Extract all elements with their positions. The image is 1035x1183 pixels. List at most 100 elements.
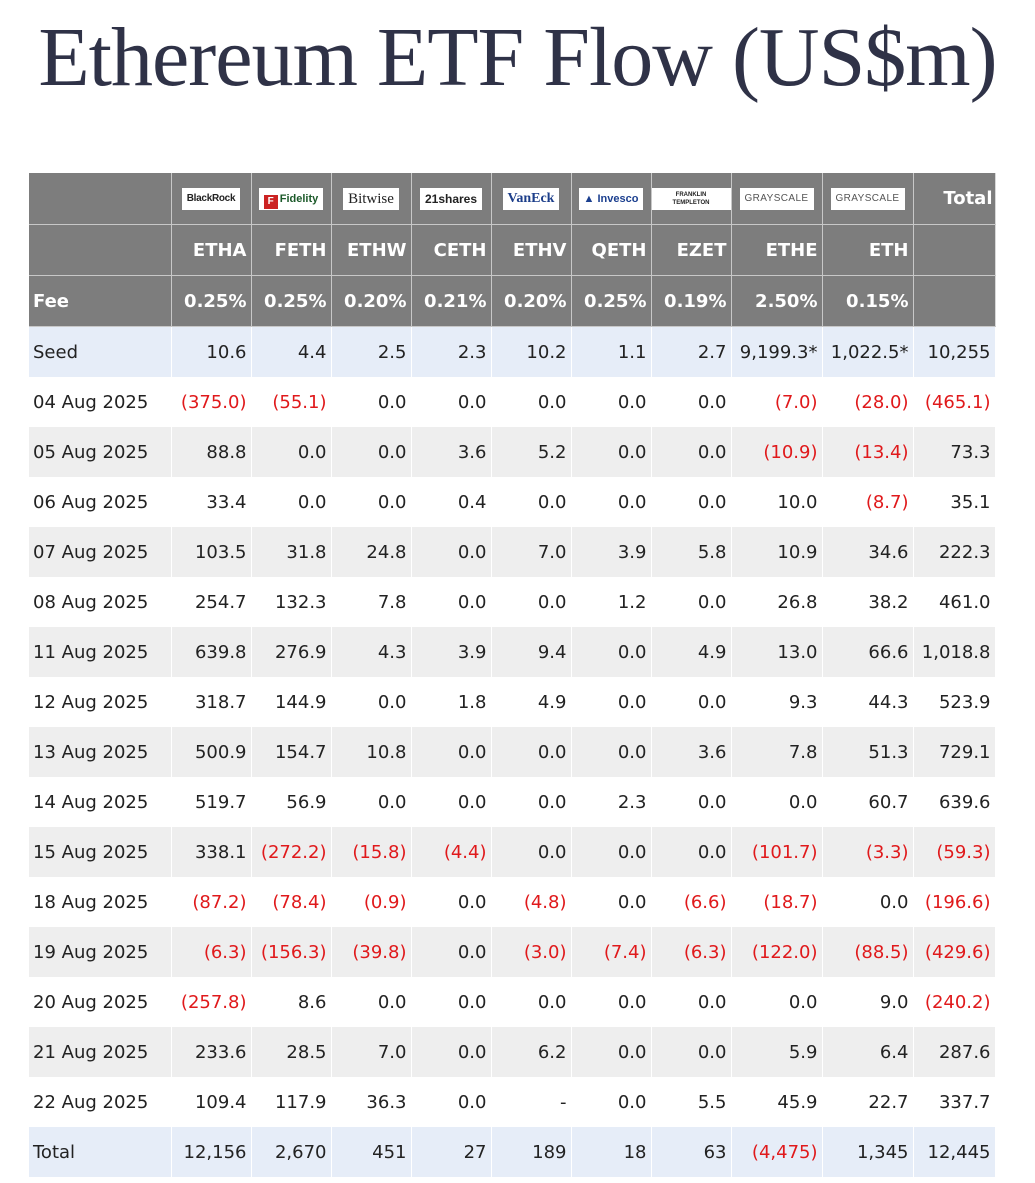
flow-cell: 1.1 <box>571 326 652 377</box>
ticker-cell: FETH <box>251 224 332 276</box>
flow-cell: 12,156 <box>171 1127 252 1177</box>
date-cell: Total <box>29 1127 172 1177</box>
flow-cell: (28.0) <box>822 377 914 427</box>
table-row: Seed 10.6 4.4 2.5 2.3 10.2 1.1 2.7 9,199.3* 1,022… <box>29 326 996 377</box>
flow-cell: 0.0 <box>731 777 823 827</box>
flow-cell: 0.0 <box>411 777 492 827</box>
flow-cell: (0.9) <box>331 877 412 927</box>
date-cell: 21 Aug 2025 <box>29 1027 172 1077</box>
flow-cell: 0.0 <box>411 877 492 927</box>
row-total-cell: (465.1) <box>913 377 996 427</box>
flow-cell: 7.8 <box>731 727 823 777</box>
flow-cell: 60.7 <box>822 777 914 827</box>
row-total-cell: (196.6) <box>913 877 996 927</box>
fee-cell: 0.20% <box>331 275 412 327</box>
ticker-cell: CETH <box>411 224 492 276</box>
flow-cell: (4,475) <box>731 1127 823 1177</box>
flow-cell: 189 <box>491 1127 572 1177</box>
ticker-cell: QETH <box>571 224 652 276</box>
date-cell: 05 Aug 2025 <box>29 427 172 477</box>
flow-cell: 0.0 <box>822 877 914 927</box>
flow-cell: 0.0 <box>571 1077 652 1127</box>
fee-cell: 0.21% <box>411 275 492 327</box>
row-total-cell: 287.6 <box>913 1027 996 1077</box>
row-total-cell: 10,255 <box>913 326 996 377</box>
fee-cell: 0.25% <box>171 275 252 327</box>
flow-cell: 4.3 <box>331 627 412 677</box>
flow-cell: 0.0 <box>331 427 412 477</box>
flow-cell: 1,022.5* <box>822 326 914 377</box>
flow-cell: 451 <box>331 1127 412 1177</box>
flow-cell: 66.6 <box>822 627 914 677</box>
fee-cell: 0.25% <box>251 275 332 327</box>
ticker-cell: ETHW <box>331 224 412 276</box>
fee-cell: 0.19% <box>651 275 732 327</box>
flow-cell: 0.0 <box>571 977 652 1027</box>
flow-cell: - <box>491 1077 572 1127</box>
flow-cell: 132.3 <box>251 577 332 627</box>
flow-cell: 0.0 <box>491 827 572 877</box>
row-total-cell: 222.3 <box>913 527 996 577</box>
blackrock-logo: BlackRock <box>181 187 241 210</box>
flow-cell: 4.9 <box>651 627 732 677</box>
flow-cell: 0.0 <box>571 477 652 527</box>
flow-cell: 254.7 <box>171 577 252 627</box>
flow-cell: 3.6 <box>411 427 492 477</box>
flow-cell: 2.7 <box>651 326 732 377</box>
flow-cell: (3.3) <box>822 827 914 877</box>
flow-cell: 7.0 <box>491 527 572 577</box>
flow-cell: 26.8 <box>731 577 823 627</box>
fidelity-logo: F Fidelity <box>258 187 324 210</box>
flow-cell: 0.0 <box>331 477 412 527</box>
ticker-row: ETHA FETH ETHW CETH ETHV QETH EZET ETHE … <box>29 224 995 276</box>
flow-cell: 45.9 <box>731 1077 823 1127</box>
flow-cell: 318.7 <box>171 677 252 727</box>
etf-flow-table: BlackRock F Fidelity Bitwise 21shares Van… <box>29 173 996 1177</box>
flow-cell: 0.0 <box>491 577 572 627</box>
fee-label: Fee <box>29 275 172 327</box>
date-cell: 07 Aug 2025 <box>29 527 172 577</box>
flow-cell: 0.0 <box>331 977 412 1027</box>
flow-cell: 9.3 <box>731 677 823 727</box>
row-total-cell: 1,018.8 <box>913 627 996 677</box>
flow-cell: 0.0 <box>331 677 412 727</box>
table-row: 19 Aug 2025 (6.3) (156.3) (39.8) 0.0 (3.0) (7.… <box>29 927 996 977</box>
flow-cell: 0.0 <box>411 377 492 427</box>
row-total-cell: (240.2) <box>913 977 996 1027</box>
flow-cell: 0.0 <box>571 377 652 427</box>
flow-cell: 519.7 <box>171 777 252 827</box>
date-cell: 20 Aug 2025 <box>29 977 172 1027</box>
flow-cell: 2.5 <box>331 326 412 377</box>
table-row: Total 12,156 2,670 451 27 189 18 63 (4,475) 1,345… <box>29 1127 996 1177</box>
flow-cell: 103.5 <box>171 527 252 577</box>
ticker-cell: ETHA <box>171 224 252 276</box>
flow-cell: (122.0) <box>731 927 823 977</box>
flow-cell: (101.7) <box>731 827 823 877</box>
flow-cell: 0.0 <box>571 677 652 727</box>
row-total-cell: 639.6 <box>913 777 996 827</box>
row-total-cell: 523.9 <box>913 677 996 727</box>
flow-cell: 9,199.3* <box>731 326 823 377</box>
table-row: 12 Aug 2025 318.7 144.9 0.0 1.8 4.9 0.0 0.0 9.3 4… <box>29 677 996 727</box>
flow-cell: 63 <box>651 1127 732 1177</box>
table-row: 18 Aug 2025 (87.2) (78.4) (0.9) 0.0 (4.8) 0.0(… <box>29 877 996 927</box>
flow-cell: 5.2 <box>491 427 572 477</box>
flow-cell: 5.8 <box>651 527 732 577</box>
flow-table-body: Seed 10.6 4.4 2.5 2.3 10.2 1.1 2.7 9,199.3* 1,022… <box>29 326 996 1177</box>
21shares-logo: 21shares <box>419 187 483 210</box>
bitwise-logo: Bitwise <box>343 187 399 210</box>
flow-cell: 0.0 <box>651 577 732 627</box>
flow-cell: (55.1) <box>251 377 332 427</box>
grayscale-mini-logo: GRAYSCALE <box>830 187 905 210</box>
flow-cell: 34.6 <box>822 527 914 577</box>
flow-cell: 0.0 <box>411 977 492 1027</box>
date-cell: 18 Aug 2025 <box>29 877 172 927</box>
flow-cell: (375.0) <box>171 377 252 427</box>
flow-cell: 1,345 <box>822 1127 914 1177</box>
flow-cell: 0.0 <box>491 777 572 827</box>
flow-cell: 10.2 <box>491 326 572 377</box>
flow-cell: 338.1 <box>171 827 252 877</box>
flow-cell: 0.0 <box>651 427 732 477</box>
flow-cell: 0.0 <box>651 477 732 527</box>
flow-cell: (6.3) <box>651 927 732 977</box>
